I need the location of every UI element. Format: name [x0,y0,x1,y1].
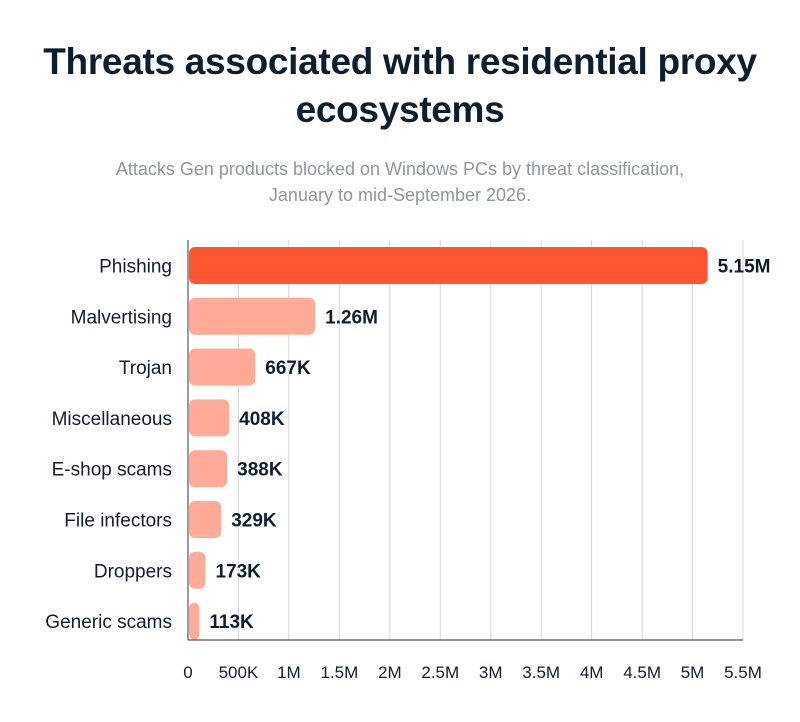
x-tick-label: 3M [479,663,503,682]
x-tick-label: 4.5M [623,663,661,682]
category-label: File infectors [64,511,172,532]
chart-subtitle-line-2: January to mid-September 2026. [268,185,532,205]
value-label: 329K [231,511,277,532]
x-tick-label: 3.5M [522,663,560,682]
category-label: Malvertising [71,307,172,328]
value-label: 667K [265,358,311,379]
category-label: Droppers [94,561,172,582]
x-tick-label: 1.5M [320,663,358,682]
category-label: Miscellaneous [52,409,172,430]
grid-lines [237,240,744,640]
bar-miscellaneous [189,399,230,437]
value-label: 1.26M [325,307,378,328]
bar-malvertising [189,297,316,335]
x-tick-label: 500K [219,663,259,682]
x-tick-label: 5.5M [724,663,762,682]
bar-file-infectors [189,501,222,538]
axes [187,240,743,641]
x-tick-label: 4M [580,663,604,682]
value-label: 173K [215,561,261,582]
x-tick-label: 1M [277,663,301,682]
bar-trojan [189,348,256,386]
bar-e-shop-scams [189,450,228,488]
category-label: Generic scams [45,612,172,633]
category-label: Phishing [99,257,172,278]
bar-generic-scams [189,602,200,640]
chart-title-line-2: ecosystems [295,89,505,130]
chart-title: Threats associated with residential prox… [0,38,800,134]
value-label: 113K [209,612,254,633]
labels: 0 500K 1M 1.5M 2M 2.5M 3M 3.5M 4M 4.5M 5M 5.5M Phish… [45,257,770,683]
bar-phishing [189,247,708,284]
x-tick-label: 0 [183,663,192,682]
x-tick-label: 2.5M [421,663,459,682]
category-label: E-shop scams [52,460,172,481]
category-label: Trojan [119,358,172,379]
chart-title-line-1: Threats associated with residential prox… [43,41,757,82]
chart-subtitle-line-1: Attacks Gen products blocked on Windows … [115,159,685,179]
x-tick-label: 2M [378,663,402,682]
bar-droppers [189,551,206,589]
bars [189,247,708,640]
value-label: 388K [237,460,283,481]
chart-subtitle: Attacks Gen products blocked on Windows … [0,156,800,208]
value-label: 408K [239,409,285,430]
value-label: 5.15M [718,257,771,278]
x-tick-label: 5M [681,663,705,682]
